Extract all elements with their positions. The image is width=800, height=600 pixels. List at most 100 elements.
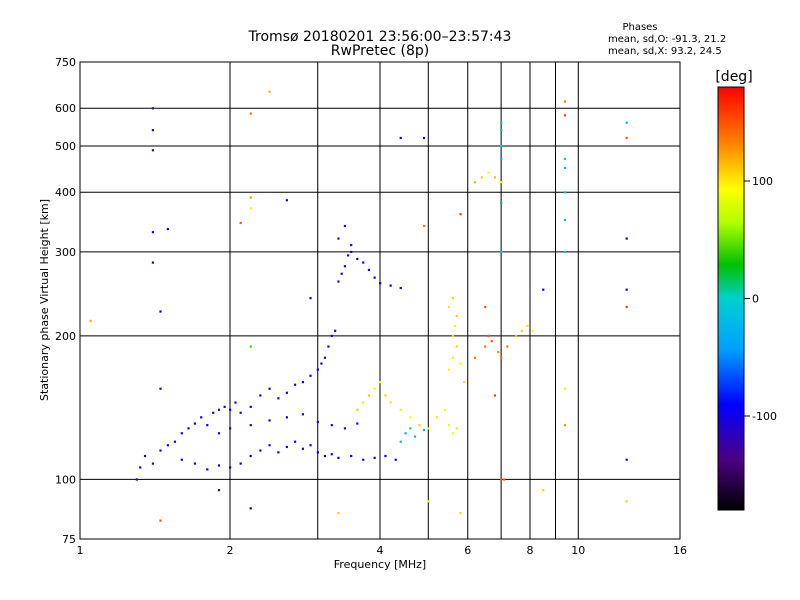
y-tick-label: 300 bbox=[55, 246, 76, 259]
echo-point bbox=[259, 449, 262, 452]
echo-point bbox=[493, 394, 497, 397]
echo-point bbox=[422, 428, 426, 432]
echo-point bbox=[337, 280, 340, 283]
echo-point bbox=[180, 432, 183, 435]
echo-point bbox=[447, 305, 451, 309]
echo-point bbox=[373, 276, 376, 279]
echo-point bbox=[151, 149, 155, 152]
echo-point bbox=[309, 444, 312, 447]
echo-point bbox=[268, 387, 271, 390]
echo-point bbox=[563, 424, 567, 427]
y-axis-label: Stationary phase Virtual Height [km] bbox=[38, 199, 51, 401]
echo-point bbox=[625, 136, 628, 140]
echo-point bbox=[480, 176, 483, 179]
colorbar-tick-label: -100 bbox=[752, 410, 777, 423]
echo-point bbox=[234, 401, 237, 404]
echo-point bbox=[542, 288, 545, 291]
echo-point bbox=[563, 100, 567, 103]
echo-point bbox=[542, 489, 545, 492]
echo-point bbox=[334, 329, 337, 332]
echo-point bbox=[500, 157, 503, 161]
colorbar-tick-label: 100 bbox=[752, 175, 773, 188]
echo-point bbox=[337, 456, 340, 459]
chart-title: Tromsø 20180201 23:56:00–23:57:43 bbox=[248, 29, 512, 45]
echo-point bbox=[151, 261, 155, 264]
echo-point bbox=[173, 440, 177, 443]
echo-point bbox=[455, 345, 458, 348]
y-tick-label: 750 bbox=[55, 56, 76, 69]
echo-point bbox=[285, 199, 288, 202]
echo-point bbox=[193, 462, 197, 465]
echo-point bbox=[212, 411, 215, 414]
echo-point bbox=[350, 454, 353, 458]
echo-point bbox=[459, 512, 462, 515]
echo-point bbox=[180, 458, 183, 461]
echo-point bbox=[625, 500, 628, 503]
echo-point bbox=[506, 345, 509, 348]
x-tick-label: 16 bbox=[673, 544, 687, 557]
echo-point bbox=[151, 231, 155, 234]
echo-point bbox=[367, 394, 371, 397]
echo-point bbox=[239, 411, 242, 414]
echo-point bbox=[526, 324, 529, 327]
echo-point bbox=[422, 224, 426, 228]
echo-point bbox=[455, 315, 458, 318]
echo-point bbox=[200, 416, 203, 419]
echo-point bbox=[217, 489, 221, 492]
echo-point bbox=[451, 432, 455, 435]
echo-point bbox=[500, 250, 503, 254]
colorbar-ticks: 100 0 -100 bbox=[744, 175, 777, 423]
y-tick-label: 75 bbox=[62, 533, 76, 546]
echo-point bbox=[320, 362, 323, 365]
echo-point bbox=[379, 381, 382, 384]
echo-point bbox=[455, 427, 458, 430]
y-tick-label: 400 bbox=[55, 186, 76, 199]
data-points bbox=[89, 90, 628, 522]
echo-point bbox=[625, 121, 628, 124]
echo-point bbox=[343, 265, 347, 268]
echo-point bbox=[459, 213, 462, 216]
echo-point bbox=[451, 297, 455, 300]
echo-point bbox=[404, 432, 407, 435]
echo-point bbox=[229, 408, 232, 411]
stats-title: Phases bbox=[622, 22, 657, 33]
echo-point bbox=[473, 181, 477, 184]
echo-point bbox=[187, 427, 190, 430]
echo-point bbox=[500, 181, 503, 184]
echo-point bbox=[327, 345, 330, 348]
echo-point bbox=[389, 284, 392, 287]
echo-point bbox=[151, 107, 155, 110]
echo-point bbox=[413, 435, 417, 438]
echo-point bbox=[409, 416, 412, 419]
echo-point bbox=[337, 237, 340, 240]
echo-point bbox=[330, 334, 333, 338]
echo-point bbox=[239, 221, 242, 225]
echo-point bbox=[362, 401, 365, 404]
echo-point bbox=[159, 449, 162, 452]
echo-point bbox=[451, 356, 455, 359]
echo-point bbox=[277, 397, 280, 400]
echo-point bbox=[151, 462, 155, 465]
stats-x: mean, sd,X: 93.2, 24.5 bbox=[608, 46, 722, 57]
echo-point bbox=[268, 90, 271, 93]
echo-point bbox=[217, 464, 221, 467]
echo-point bbox=[625, 237, 628, 240]
echo-point bbox=[379, 282, 382, 285]
echo-point bbox=[151, 129, 155, 132]
echo-point bbox=[500, 201, 503, 205]
echo-point bbox=[384, 454, 387, 458]
echo-point bbox=[625, 288, 628, 291]
echo-point bbox=[373, 456, 376, 459]
echo-point bbox=[399, 408, 402, 411]
echo-point bbox=[394, 458, 397, 461]
echo-point bbox=[435, 416, 438, 419]
echo-point bbox=[484, 305, 487, 309]
echo-point bbox=[500, 478, 503, 481]
echo-point bbox=[249, 424, 252, 427]
echo-point bbox=[515, 334, 518, 338]
echo-point bbox=[563, 166, 567, 170]
echo-point bbox=[503, 478, 506, 481]
echo-point bbox=[249, 196, 252, 199]
echo-point bbox=[496, 350, 500, 354]
echo-point bbox=[490, 340, 493, 343]
